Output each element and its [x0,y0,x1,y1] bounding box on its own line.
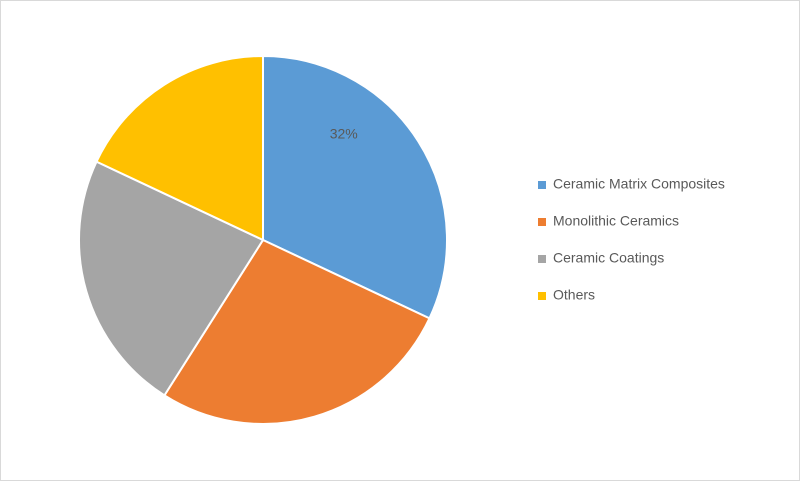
legend-swatch [538,255,546,263]
legend-swatch [538,218,546,226]
legend-label: Others [553,287,595,303]
pie-slice [78,160,265,397]
data-label: 32% [330,126,358,142]
pie-slice [262,54,448,320]
legend-swatch [538,292,546,300]
pie-slice [95,54,264,242]
legend-label: Monolithic Ceramics [553,213,679,229]
legend-swatch [538,181,546,189]
legend-label: Ceramic Matrix Composites [553,176,725,192]
pie-slice [163,238,431,425]
legend-label: Ceramic Coatings [553,250,664,266]
